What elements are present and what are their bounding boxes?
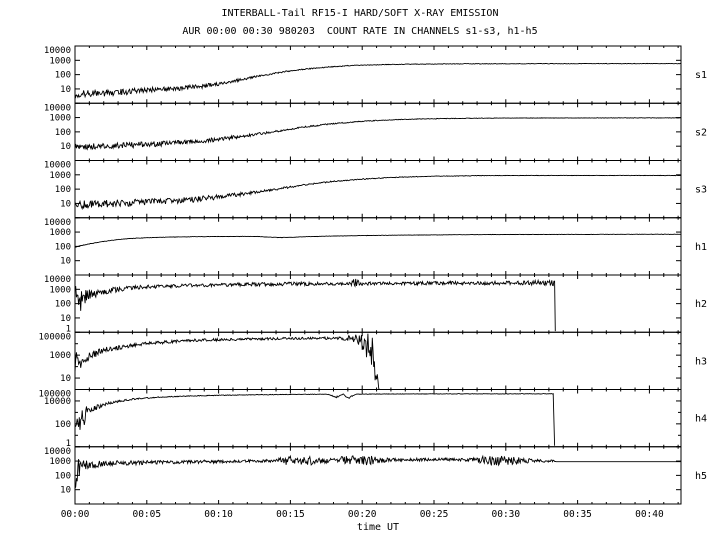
y-tick-label: 1000: [49, 457, 71, 467]
panel-label-h4: h4: [695, 414, 707, 425]
series-line-s1: [74, 62, 682, 99]
panel-label-s3: s3: [695, 185, 707, 196]
y-tick-label: 10000: [44, 103, 71, 113]
y-tick-label: 10: [60, 199, 71, 209]
y-tick-label: 10: [60, 85, 71, 95]
chart-title: INTERBALL-Tail RF15-I HARD/SOFT X-RAY EM…: [221, 8, 499, 19]
panel-label-h3: h3: [695, 356, 707, 367]
x-tick-label: 00:25: [420, 509, 449, 520]
y-tick-label: 10000: [44, 447, 71, 457]
series-line-h2: [74, 278, 556, 332]
series-line-h1: [74, 233, 682, 248]
panel-frame-h1: [74, 217, 682, 276]
y-tick-label: 100000: [38, 332, 71, 342]
y-tick-label: 10: [60, 314, 71, 324]
x-tick-label: 00:30: [492, 509, 521, 520]
series-line-h5: [74, 454, 681, 489]
y-tick-label: 100: [55, 242, 71, 252]
y-tick-label: 10: [60, 142, 71, 152]
x-tick-label: 00:00: [61, 509, 90, 520]
panel-frame-s3: [74, 160, 682, 219]
y-tick-label: 10: [60, 486, 71, 496]
panel-label-h2: h2: [695, 299, 707, 310]
panel-frame-h5: [74, 446, 682, 505]
panel-frame-s1: [74, 45, 682, 104]
y-tick-label: 100: [55, 128, 71, 138]
x-tick-label: 00:35: [563, 509, 592, 520]
x-axis-label: time UT: [356, 522, 400, 533]
y-tick-label: 100: [55, 420, 71, 430]
x-tick-label: 00:20: [348, 509, 377, 520]
y-tick-label: 10000: [44, 275, 71, 285]
y-tick-label: 100: [55, 71, 71, 81]
y-tick-label: 100: [55, 185, 71, 195]
y-tick-label: 10000: [44, 46, 71, 56]
panel-label-s2: s2: [695, 127, 707, 138]
y-tick-label: 10: [60, 257, 71, 267]
chart-subtitle: AUR 00:00 00:30 980203 COUNT RATE IN CHA…: [182, 26, 538, 37]
y-tick-label: 10000: [44, 397, 71, 407]
series-line-h3: [74, 333, 380, 390]
series-line-h4: [74, 393, 556, 446]
panel-label-h1: h1: [695, 242, 707, 253]
x-tick-label: 00:10: [204, 509, 233, 520]
y-tick-label: 1000: [49, 114, 71, 124]
panel-frame-s2: [74, 102, 682, 161]
x-tick-label: 00:05: [132, 509, 161, 520]
x-tick-label: 00:40: [635, 509, 664, 520]
panel-frame-h2: [74, 274, 682, 333]
y-tick-label: 1000: [49, 351, 71, 361]
y-tick-label: 1: [66, 439, 71, 449]
y-tick-label: 10000: [44, 161, 71, 171]
x-tick-label: 00:15: [276, 509, 305, 520]
y-tick-label: 100: [55, 471, 71, 481]
y-tick-label: 100000: [38, 390, 71, 400]
y-tick-label: 1000: [49, 56, 71, 66]
y-tick-label: 10000: [44, 218, 71, 228]
y-tick-label: 10: [60, 374, 71, 384]
y-tick-label: 1000: [49, 285, 71, 295]
panel-label-h5: h5: [695, 471, 707, 482]
series-line-s2: [74, 117, 682, 151]
series-line-s3: [74, 174, 682, 211]
y-tick-label: 1000: [49, 171, 71, 181]
panel-frame-h4: [74, 389, 682, 448]
y-tick-label: 1: [66, 324, 71, 334]
y-tick-label: 1000: [49, 228, 71, 238]
panel-label-s1: s1: [695, 70, 707, 81]
y-tick-label: 100: [55, 300, 71, 310]
